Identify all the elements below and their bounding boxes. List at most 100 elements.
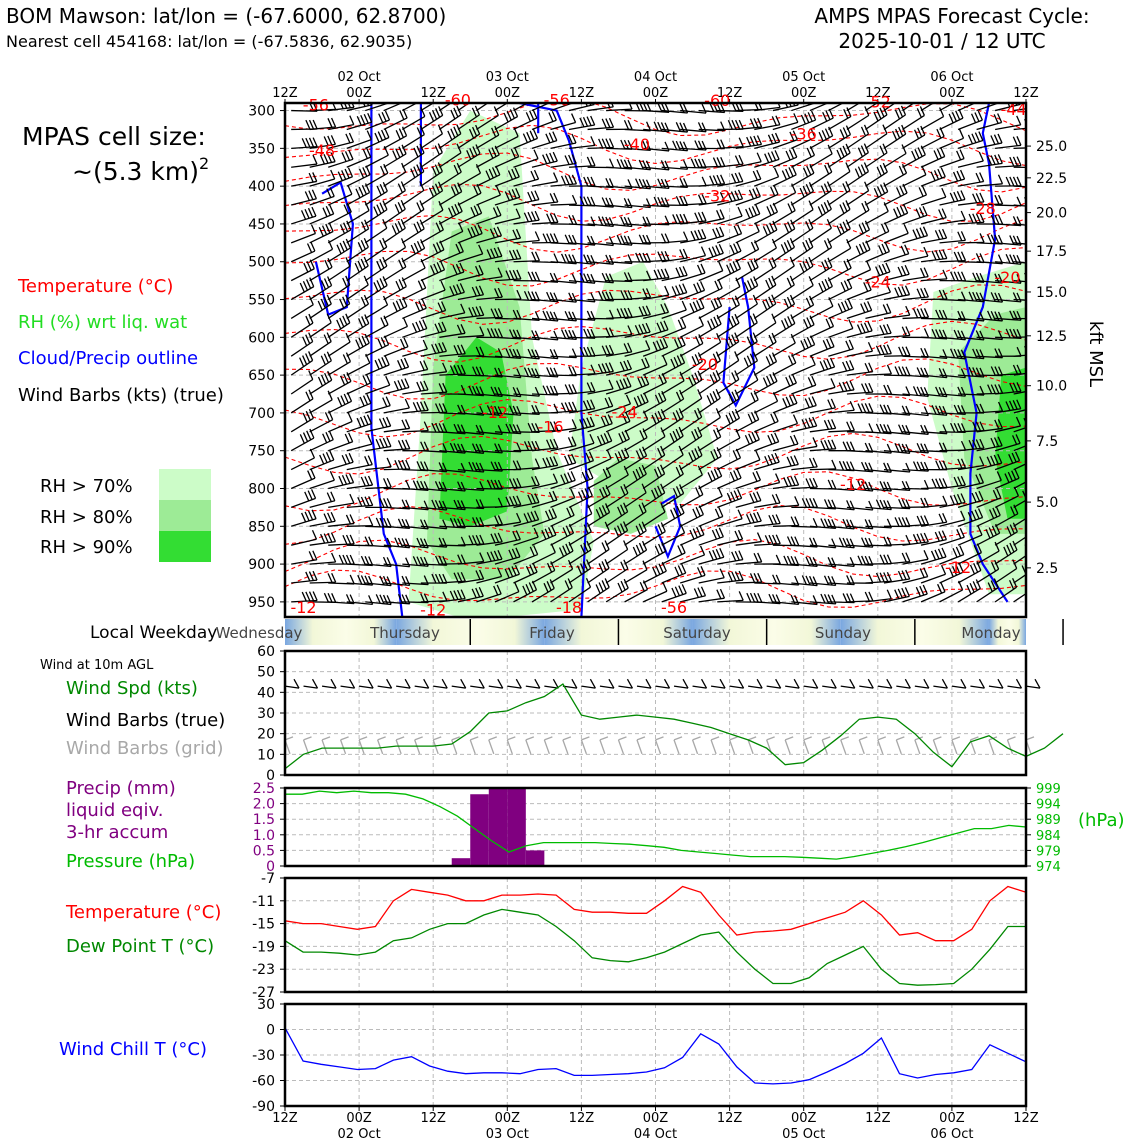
wind-barb-flag bbox=[450, 109, 456, 120]
wind-barb-shaft bbox=[624, 419, 648, 433]
wind-barb bbox=[605, 342, 633, 357]
wind-barb-flag bbox=[627, 139, 633, 150]
wind-barb-flag bbox=[734, 313, 740, 324]
wind-barb-flag bbox=[497, 328, 504, 338]
wind-barb bbox=[439, 324, 466, 338]
wind-barb bbox=[939, 108, 964, 131]
wind-barb bbox=[568, 451, 595, 471]
wind-barb-shaft bbox=[605, 568, 629, 584]
wind-barb-flag bbox=[534, 231, 540, 241]
wind-barb-shaft bbox=[605, 385, 632, 395]
wind-barb-flag bbox=[682, 266, 688, 276]
wind-barb bbox=[550, 578, 573, 603]
wind-barb-flag bbox=[626, 377, 632, 387]
wind-barb-shaft bbox=[642, 530, 666, 546]
wind-barb-flag bbox=[397, 537, 404, 548]
top-hour-tick-label: 00Z bbox=[939, 86, 965, 101]
wind-barb-flag bbox=[509, 270, 515, 280]
wind-barb bbox=[494, 564, 521, 584]
wind-barb bbox=[643, 196, 670, 208]
wind-barb bbox=[605, 377, 632, 395]
wind-barb-flag bbox=[453, 590, 459, 600]
wind-barb-flag bbox=[562, 545, 568, 555]
wind-barb-flag bbox=[1033, 467, 1037, 476]
wind-barb-flag bbox=[362, 375, 368, 385]
wind-barb-flag bbox=[405, 479, 411, 490]
wind-barb-shaft bbox=[531, 534, 557, 546]
wind-barb-flag bbox=[737, 206, 743, 217]
wind-barb-shaft bbox=[642, 454, 666, 471]
wind-barb-shaft bbox=[643, 294, 669, 301]
wind-barb-flag bbox=[515, 187, 521, 198]
wind-barb-flag bbox=[915, 208, 921, 218]
wind-barb-flag bbox=[788, 375, 794, 385]
wind-barb-flag bbox=[679, 249, 685, 259]
wind-barb bbox=[346, 112, 373, 131]
wind-barb bbox=[883, 203, 909, 225]
wind-barb-flag bbox=[736, 468, 742, 479]
wind-barb-flag bbox=[420, 107, 426, 117]
wind-barb-shaft bbox=[624, 128, 651, 132]
wind-barb-flag bbox=[497, 308, 503, 318]
wind-barb-flag bbox=[404, 419, 411, 429]
wind-barb-flag bbox=[434, 555, 441, 566]
wind-barb-flag bbox=[692, 301, 698, 312]
wind-barb bbox=[920, 127, 945, 149]
wind-barb-shaft bbox=[716, 437, 741, 452]
wind-barb-flag bbox=[620, 216, 626, 227]
wind-barb-flag bbox=[660, 408, 666, 419]
wind-barb bbox=[513, 527, 539, 546]
wind-barb-flag bbox=[516, 289, 522, 300]
wind-barb bbox=[457, 265, 484, 282]
wind-barb-flag bbox=[930, 550, 937, 561]
wind-barb-flag bbox=[542, 385, 548, 395]
wind-barb-flag bbox=[868, 591, 874, 602]
wind-barb-flag bbox=[718, 507, 724, 517]
wind-barb-flag bbox=[997, 133, 1003, 144]
wind-barb-flag bbox=[471, 588, 477, 599]
wind-barb-flag bbox=[736, 241, 742, 252]
wind-barb-shaft bbox=[309, 541, 336, 546]
wind-barb-flag bbox=[620, 561, 626, 571]
wind-barb-flag bbox=[468, 307, 474, 317]
wind-barb bbox=[550, 541, 574, 565]
wind-barb-flag bbox=[355, 339, 361, 349]
wind-barb-flag bbox=[343, 222, 349, 232]
wind-barb-flag bbox=[682, 283, 688, 293]
wind-barb-flag bbox=[509, 423, 515, 434]
wind-barb-flag bbox=[357, 242, 363, 252]
wind-barb-flag bbox=[841, 301, 847, 312]
top-date-tick-label: 03 Oct bbox=[486, 70, 529, 85]
wind-barb-shaft bbox=[291, 579, 318, 584]
wind-barb-flag bbox=[657, 121, 663, 132]
wind-barb-flag bbox=[532, 562, 538, 573]
wind-barb-flag bbox=[608, 344, 615, 355]
wind-barb-flag bbox=[458, 222, 464, 232]
wind-barb-shaft bbox=[513, 178, 539, 187]
wind-barb-shaft bbox=[328, 522, 355, 527]
wind-barb-flag bbox=[542, 457, 548, 468]
wind-barb bbox=[439, 202, 463, 225]
wind-barb-flag bbox=[416, 145, 422, 156]
wind-barb bbox=[568, 136, 596, 149]
wind-barb-shaft bbox=[420, 269, 445, 282]
wind-barb-flag bbox=[496, 584, 502, 595]
wind-barb-flag bbox=[560, 253, 567, 264]
wind-barb-flag bbox=[391, 225, 397, 235]
cell-size-line2: ~(5.3 km)2 bbox=[72, 154, 209, 186]
wind-barb-flag bbox=[842, 441, 848, 451]
wind-barb-shaft bbox=[402, 103, 419, 112]
wind-barb-flag bbox=[479, 552, 485, 562]
wind-barb-shaft bbox=[605, 403, 631, 414]
top-hour-tick-label: 12Z bbox=[1013, 86, 1039, 101]
wind-barb-flag bbox=[783, 555, 789, 566]
wind-barb-flag bbox=[849, 441, 855, 451]
wind-barb-flag bbox=[734, 389, 740, 400]
wind-barb-shaft bbox=[513, 117, 538, 131]
wind-barb-flag bbox=[457, 364, 463, 375]
wind-barb bbox=[846, 403, 874, 414]
wind-barb-flag bbox=[734, 172, 740, 183]
wind-barb-flag bbox=[308, 591, 315, 601]
wind-barb-flag bbox=[304, 511, 310, 522]
